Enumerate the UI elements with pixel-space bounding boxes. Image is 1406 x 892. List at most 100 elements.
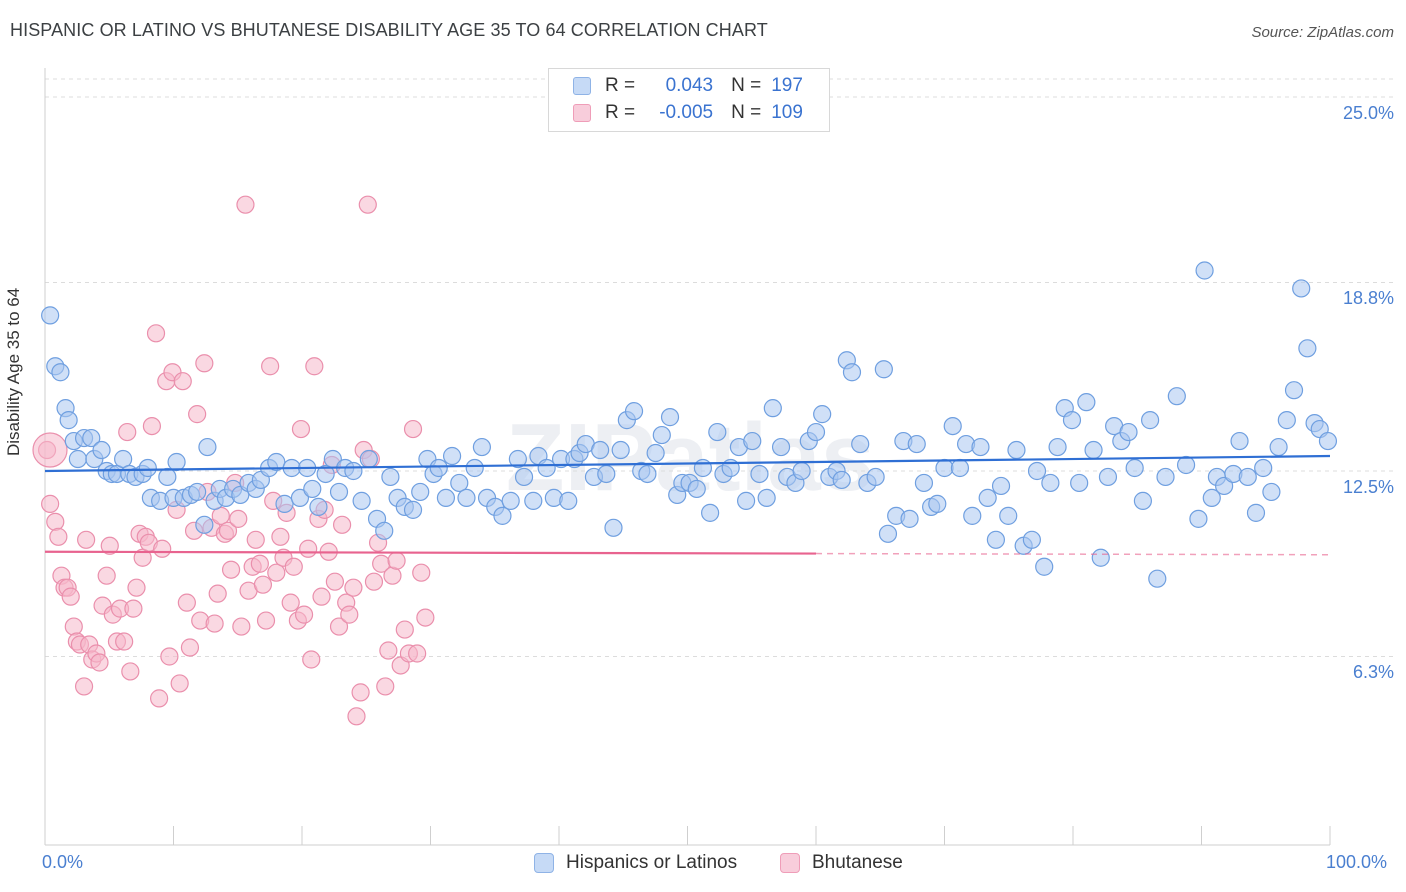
bhutanese-point <box>325 572 344 591</box>
hispanic-point <box>1246 503 1266 522</box>
bhutanese-point <box>379 641 398 660</box>
hispanic-point <box>1041 473 1060 493</box>
y-tick-label: 25.0% <box>1342 102 1394 123</box>
bhutanese-point <box>90 653 109 672</box>
hispanic-point <box>1022 530 1041 549</box>
hispanic-point <box>51 363 70 382</box>
hispanic-point <box>1262 482 1281 502</box>
bhutanese-point <box>291 419 311 439</box>
bhutanese-point <box>412 563 431 582</box>
hispanic-point <box>316 464 335 484</box>
bhutanese-point <box>236 195 255 214</box>
bhutanese-point <box>100 536 119 555</box>
hispanic-point <box>501 491 520 510</box>
correlation-legend: R = 0.043 N = 197 R = -0.005 N = 109 <box>548 68 830 132</box>
hispanic-point <box>1269 437 1288 457</box>
hispanic-point <box>750 464 769 484</box>
y-tick-label: 6.3% <box>1352 662 1394 683</box>
hispanic-point <box>514 467 534 487</box>
hispanic-point <box>1062 411 1082 430</box>
bhutanese-point <box>408 644 427 663</box>
hispanic-point <box>1098 467 1118 487</box>
bhutanese-point <box>153 539 172 558</box>
hispanic-point <box>935 458 954 478</box>
bhutanese-point <box>142 416 162 436</box>
bhutanese-point <box>146 324 166 343</box>
hispanic-point <box>611 440 630 460</box>
hispanic-point <box>646 443 665 463</box>
bhutanese-point <box>64 617 83 636</box>
bhutanese-point <box>351 683 370 702</box>
bhutanese-point <box>246 530 265 549</box>
hispanic-point <box>559 491 578 510</box>
hispanic-point <box>442 446 462 466</box>
bhutanese-point <box>376 677 395 696</box>
hispanic-point <box>757 488 776 508</box>
hispanic-point <box>978 488 997 508</box>
hispanic-point <box>900 509 919 528</box>
hispanic-trend-line <box>44 454 1331 473</box>
bhutanese-point <box>115 632 134 651</box>
bhutanese-point <box>253 575 273 594</box>
bhutanese-point <box>180 638 200 657</box>
hispanic-point <box>1091 548 1110 567</box>
bhutanese-point <box>208 584 227 603</box>
hispanic-point <box>907 434 926 454</box>
hispanic-point <box>708 422 727 442</box>
bhutanese-point <box>41 494 60 513</box>
hispanic-point <box>138 458 157 478</box>
hispanic-point <box>874 360 893 379</box>
hispanic-point <box>604 518 623 537</box>
bhutanese-point <box>340 605 359 624</box>
y-tick-label: 12.5% <box>1342 476 1394 497</box>
hispanic-point <box>652 425 671 445</box>
bhutanese-point <box>221 560 241 579</box>
hispanic-point <box>1148 569 1167 588</box>
bhutanese-point <box>347 707 366 726</box>
legend-swatch-bhutanese <box>573 104 591 122</box>
hispanic-point <box>508 449 527 469</box>
bhutanese-point <box>416 608 435 627</box>
hispanic-point <box>851 434 870 454</box>
bhutanese-point <box>121 662 140 681</box>
hispanic-point <box>736 491 756 510</box>
hispanic-point <box>687 479 706 499</box>
bhutanese-point <box>383 566 402 585</box>
series-legend-hispanic[interactable]: Hispanics or Latinos <box>534 852 737 874</box>
hispanic-point <box>943 416 962 436</box>
bhutanese-point <box>302 650 321 669</box>
bhutanese-point <box>344 578 363 597</box>
hispanic-point <box>878 524 898 543</box>
hispanic-point <box>1284 381 1304 400</box>
bhutanese-point <box>358 195 377 214</box>
hispanic-point <box>68 449 87 469</box>
bhutanese-point <box>305 357 324 376</box>
legend-r-value: 0.043 <box>665 75 714 96</box>
hispanic-point <box>986 530 1006 549</box>
hispanic-point <box>1027 461 1047 481</box>
bhutanese-point <box>294 605 314 624</box>
bhutanese-point <box>160 647 179 666</box>
hispanic-point <box>842 363 862 382</box>
bhutanese-point <box>74 677 94 696</box>
hispanic-point <box>999 506 1018 525</box>
legend-n-value: 197 <box>771 75 803 96</box>
hispanic-point <box>167 452 186 472</box>
hispanic-point <box>771 437 791 457</box>
hispanic-point <box>950 458 970 478</box>
hispanic-point <box>1189 509 1208 528</box>
hispanic-point <box>1202 488 1221 508</box>
hispanic-point <box>693 458 713 478</box>
hispanic-point <box>450 473 469 493</box>
hispanic-point <box>1298 339 1317 358</box>
bhutanese-point <box>387 551 406 570</box>
bhutanese-trend-line <box>44 550 817 555</box>
hispanic-point <box>472 437 491 457</box>
bhutanese-point <box>332 515 352 534</box>
hispanic-point <box>1156 467 1175 487</box>
hispanic-point <box>1195 261 1214 280</box>
bhutanese-point <box>271 527 290 546</box>
series-legend-bhutanese[interactable]: Bhutanese <box>780 852 903 874</box>
bhutanese-point <box>281 593 300 612</box>
hispanic-point <box>352 491 371 510</box>
